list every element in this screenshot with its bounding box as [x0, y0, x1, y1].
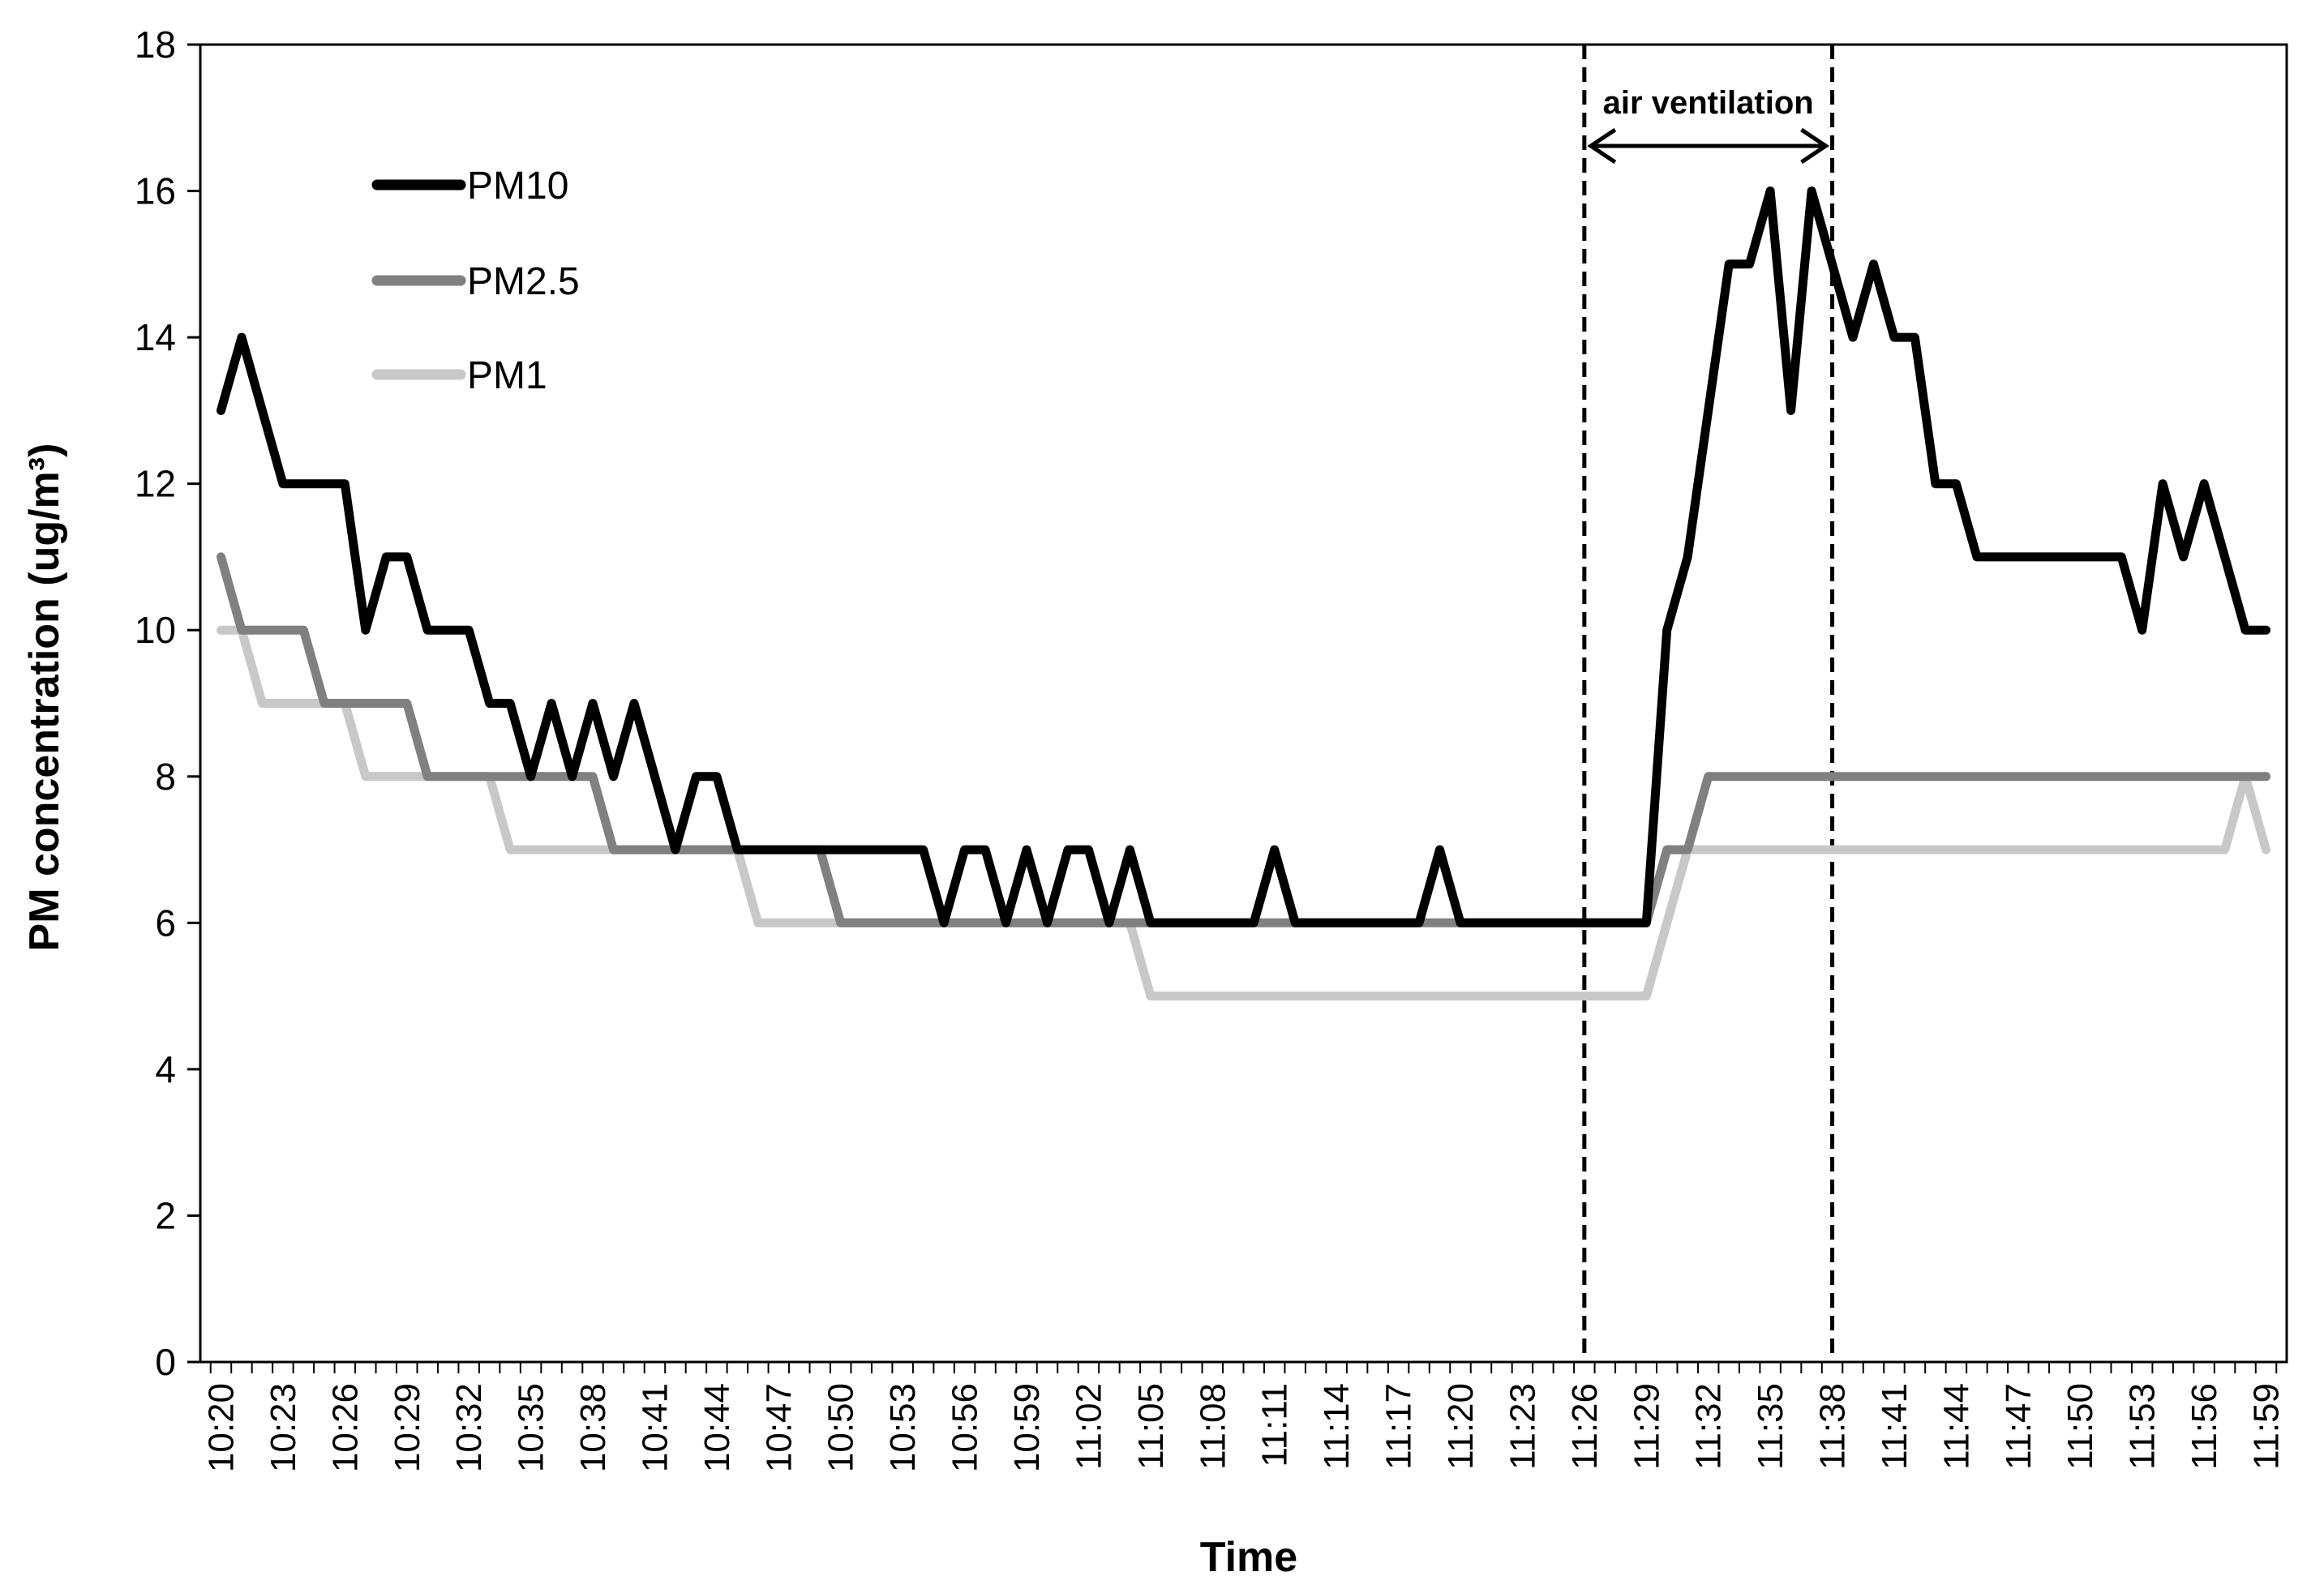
ventilation-arrow-left-head [1587, 127, 1617, 165]
x-tick-label: 10:23 [264, 1383, 303, 1472]
x-tick-label: 11:02 [1069, 1383, 1108, 1470]
x-tick-label: 11:44 [1936, 1383, 1976, 1470]
ventilation-label: air ventilation [1603, 85, 1814, 121]
x-tick-label: 11:53 [2123, 1383, 2163, 1470]
legend: PM10 PM2.5 PM1 [371, 165, 580, 397]
ventilation-arrow-right-head [1800, 127, 1830, 165]
y-tick-label: 18 [135, 24, 176, 66]
x-tick-label: 11:05 [1131, 1383, 1171, 1470]
x-tick-label: 11:23 [1503, 1383, 1542, 1470]
x-tick-label: 10:50 [821, 1383, 861, 1472]
ventilation-annotation: air ventilation [1582, 45, 1835, 1362]
x-tick-label: 10:38 [573, 1383, 613, 1472]
x-tick-label: 10:20 [201, 1383, 241, 1472]
y-tick-label: 16 [135, 170, 176, 212]
y-axis-title: PM concentration (ug/m³) [21, 443, 68, 952]
y-tick-label: 6 [155, 902, 176, 944]
axes: 0 2 4 6 8 10 12 14 16 18 10:20 10:23 10:26 10:29 10:32… [135, 24, 2287, 1472]
x-tick-label: 10:32 [449, 1383, 489, 1472]
x-tick-label: 11:50 [2060, 1383, 2100, 1470]
series-line-pm1 [217, 625, 2270, 1001]
x-tick-label: 11:26 [1565, 1383, 1605, 1470]
y-tick-label: 14 [135, 316, 176, 358]
x-tick-label: 11:17 [1379, 1383, 1419, 1470]
x-tick-label: 10:41 [635, 1383, 675, 1472]
x-tick-label: 11:41 [1875, 1383, 1915, 1470]
y-tick-label: 2 [155, 1194, 176, 1236]
x-tick-label: 11:29 [1627, 1383, 1666, 1470]
x-axis-title: Time [1200, 1534, 1297, 1581]
y-tick-label: 10 [135, 609, 176, 651]
y-tick-label: 8 [155, 756, 176, 798]
x-tick-label: 10:53 [883, 1383, 923, 1472]
x-tick-label: 10:44 [697, 1383, 737, 1472]
legend-label-pm1: PM1 [467, 354, 547, 397]
x-tick-label: 11:08 [1193, 1383, 1233, 1470]
x-tick-label: 10:35 [512, 1383, 551, 1472]
x-tick-label: 10:29 [388, 1383, 427, 1472]
series-line-pm10 [217, 186, 2270, 927]
x-tick-label: 11:35 [1751, 1383, 1790, 1470]
legend-label-pm2-5: PM2.5 [467, 260, 580, 303]
y-tick-label: 0 [155, 1341, 176, 1383]
x-tick-label: 11:59 [2247, 1383, 2287, 1470]
x-tick-label: 11:32 [1689, 1383, 1729, 1470]
x-tick-label: 10:59 [1007, 1383, 1047, 1472]
x-tick-label: 11:11 [1255, 1383, 1295, 1467]
x-tick-label: 10:56 [945, 1383, 985, 1472]
series-lines [217, 186, 2270, 1001]
series-line-pm2-5 [217, 552, 2270, 927]
y-tick-label: 4 [155, 1048, 176, 1090]
x-tick-label: 10:26 [325, 1383, 365, 1472]
y-tick-label: 12 [135, 463, 176, 505]
x-tick-label: 11:14 [1317, 1383, 1357, 1470]
x-tick-label: 11:47 [1999, 1383, 2039, 1470]
legend-label-pm10: PM10 [467, 165, 568, 208]
x-tick-label: 11:38 [1813, 1383, 1853, 1470]
x-tick-label: 11:20 [1441, 1383, 1481, 1470]
x-tick-label: 11:56 [2185, 1383, 2224, 1470]
x-tick-label: 10:47 [759, 1383, 799, 1472]
